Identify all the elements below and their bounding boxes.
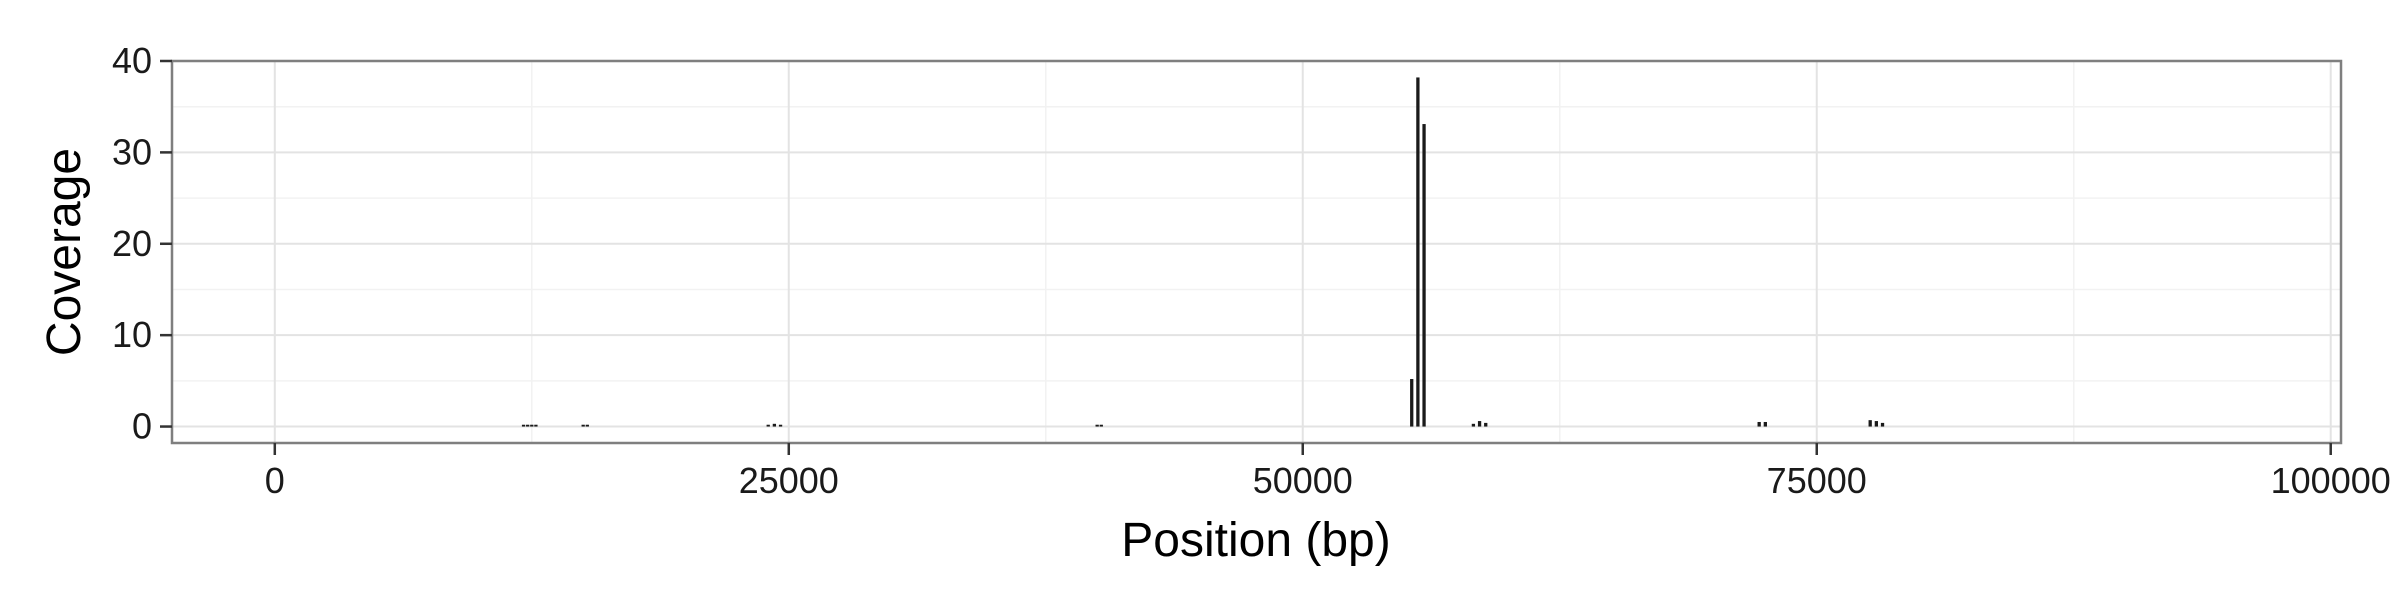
- coverage-bar: [534, 424, 538, 427]
- coverage-bar: [1763, 421, 1767, 427]
- coverage-bar: [778, 424, 783, 427]
- coverage-bar: [766, 424, 770, 427]
- plot-background: [172, 61, 2341, 443]
- x-axis-title: Position (bp): [1121, 514, 1390, 567]
- y-tick-label: 0: [132, 406, 152, 447]
- coverage-bar: [1416, 77, 1420, 427]
- x-tick-label: 100000: [2271, 460, 2391, 501]
- coverage-bar: [1099, 424, 1103, 427]
- coverage-bars: [521, 77, 1885, 427]
- coverage-bar: [1477, 421, 1482, 427]
- y-tick-label: 30: [112, 131, 152, 172]
- coverage-bar: [1410, 379, 1414, 427]
- coverage-bar: [772, 423, 777, 427]
- coverage-bar: [1484, 422, 1488, 427]
- minor-gridlines: [172, 61, 2341, 443]
- coverage-bar: [1757, 421, 1761, 427]
- coverage-bar: [1880, 422, 1885, 427]
- x-tick-label: 50000: [1253, 460, 1353, 501]
- y-axis-title: Coverage: [38, 148, 91, 356]
- y-tick-label: 40: [112, 40, 152, 81]
- coverage-bar: [581, 424, 585, 427]
- coverage-bar: [1095, 424, 1099, 427]
- x-axis: 0 25000 50000 75000 100000: [265, 443, 2391, 501]
- coverage-bar: [1422, 124, 1426, 427]
- x-tick-label: 0: [265, 460, 285, 501]
- coverage-bar: [530, 424, 534, 427]
- y-axis: 0 10 20 30 40: [112, 40, 172, 447]
- y-tick-label: 10: [112, 314, 152, 355]
- coverage-bar: [526, 424, 530, 427]
- coverage-bar: [1874, 421, 1879, 427]
- coverage-bar: [585, 424, 589, 427]
- coverage-bar: [521, 424, 526, 427]
- coverage-bar: [1868, 420, 1872, 427]
- plot-border: [170, 59, 2343, 445]
- y-tick-label: 20: [112, 223, 152, 264]
- x-tick-label: 75000: [1767, 460, 1867, 501]
- x-tick-label: 25000: [739, 460, 839, 501]
- coverage-bar: [1471, 423, 1476, 427]
